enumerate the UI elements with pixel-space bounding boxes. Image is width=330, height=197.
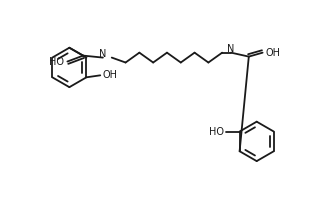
Text: N: N bbox=[99, 49, 107, 59]
Text: HO: HO bbox=[50, 57, 64, 67]
Text: HO: HO bbox=[209, 126, 224, 137]
Text: OH: OH bbox=[102, 70, 117, 80]
Text: OH: OH bbox=[266, 48, 280, 58]
Text: N: N bbox=[227, 44, 235, 54]
